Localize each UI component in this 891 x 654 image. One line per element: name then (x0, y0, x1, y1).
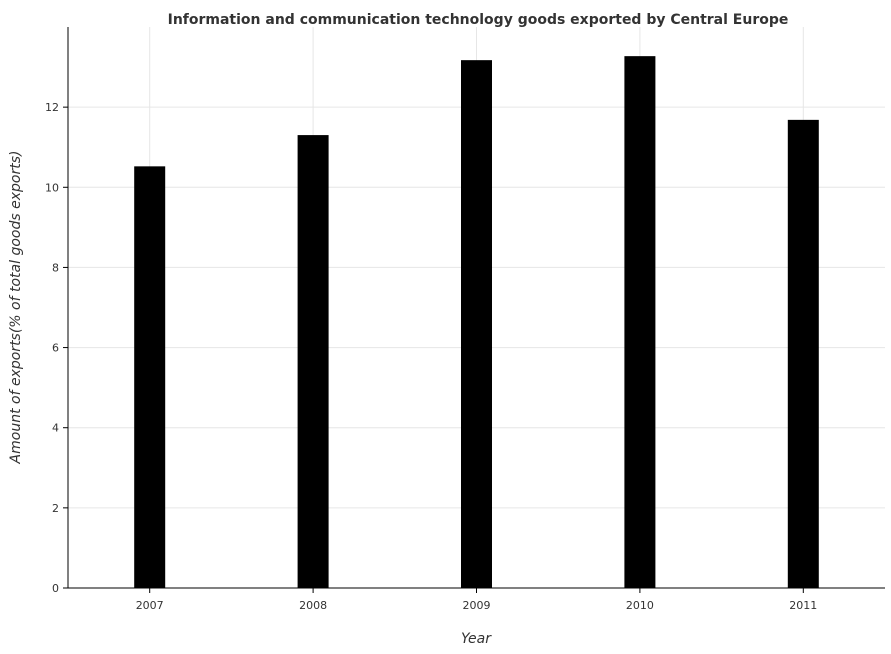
bar-2007 (134, 166, 166, 589)
bar-2009 (461, 60, 492, 589)
x-axis-label: Year (461, 631, 492, 647)
bar-2010 (624, 56, 656, 589)
y-tick-label: 0 (52, 582, 59, 595)
y-tick-label: 2 (52, 502, 59, 515)
chart-title: Information and communication technology… (168, 12, 789, 28)
y-ticks: 0 2 4 6 8 10 12 (45, 101, 68, 595)
x-tick-label: 2007 (136, 599, 164, 612)
y-tick-label: 8 (52, 261, 59, 274)
y-axis-label: Amount of exports(% of total goods expor… (8, 151, 24, 465)
x-tick-label: 2008 (299, 599, 327, 612)
bar-2011 (787, 119, 819, 589)
y-tick-label: 4 (52, 422, 59, 435)
bar-2008 (297, 135, 329, 589)
y-tick-label: 12 (45, 101, 59, 114)
x-tick-label: 2009 (463, 599, 491, 612)
y-tick-label: 6 (52, 342, 59, 355)
x-tick-label: 2011 (789, 599, 817, 612)
x-tick-label: 2010 (626, 599, 654, 612)
y-tick-label: 10 (45, 181, 59, 194)
bars (134, 56, 819, 589)
x-ticks: 2007 2008 2009 2010 2011 (136, 588, 817, 612)
